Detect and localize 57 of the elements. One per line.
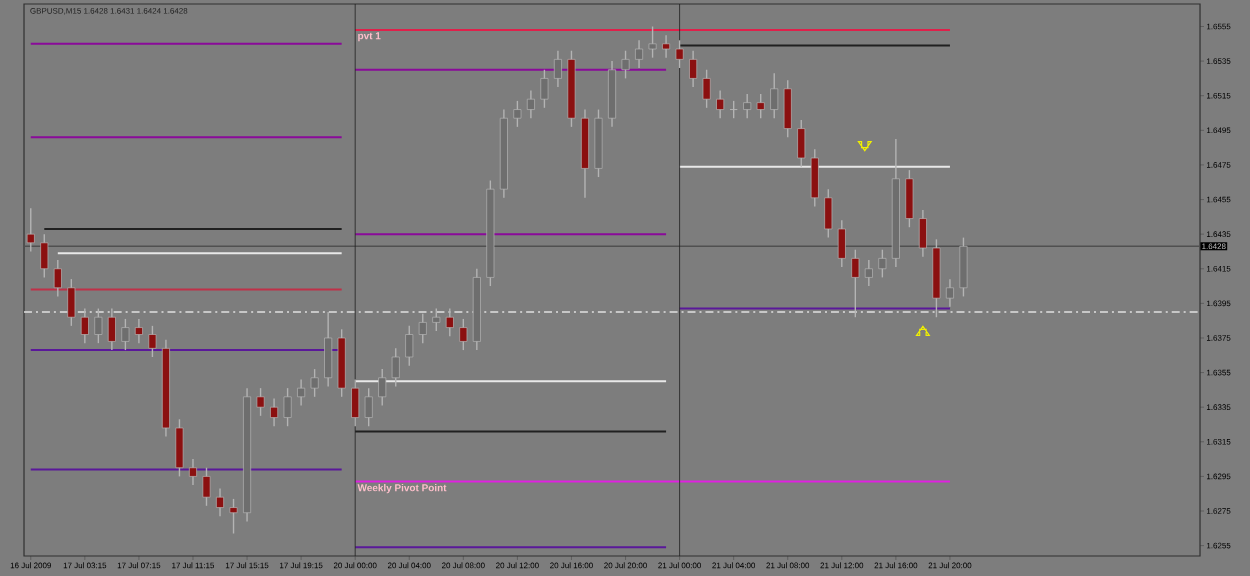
candlestick [26,207,35,253]
candlestick [959,236,968,298]
candlestick [459,318,468,351]
candlestick [53,259,62,298]
candlestick [648,25,657,59]
candlestick [324,311,333,388]
candlestick [310,368,319,398]
candlestick [918,209,927,258]
candlestick [148,325,157,358]
candlestick [40,233,49,279]
candlestick [418,313,427,344]
candlestick [837,219,846,268]
candlestick [945,278,954,308]
candlestick [716,89,725,119]
candlestick [134,318,143,344]
candlestick [675,39,684,69]
candlestick [297,378,306,407]
candlestick [67,278,76,327]
candlestick [256,387,265,417]
candlestick [702,69,711,109]
candlestick [635,39,644,69]
candlestick [770,72,779,119]
candlestick [188,458,197,486]
candlestick [391,347,400,388]
candlestick [202,467,211,507]
candlestick [662,34,671,59]
candlestick [405,325,414,367]
candlestick [621,50,630,80]
candlestick [756,93,765,119]
candlestick [351,378,360,427]
candlestick [810,148,819,208]
candlestick [121,318,130,351]
candlestick [445,307,454,337]
candlestick [878,249,887,279]
candlestick [270,397,279,427]
candlestick [216,487,225,517]
candlestick [743,93,752,119]
candlestick [175,418,184,478]
candlestick [851,249,860,318]
candlestick [432,307,441,332]
candlestick [94,307,103,344]
candlestick [864,259,873,287]
candlestick [540,69,549,109]
candlestick [526,89,535,119]
candlestick [553,50,562,88]
candlestick [107,307,116,351]
candlestick [364,387,373,427]
candlestick [797,119,806,168]
candlestick [689,50,698,88]
candlestick [905,169,914,228]
candlestick [824,188,833,239]
candlestick [283,387,292,427]
candlestick [229,498,238,535]
candlestick [513,100,522,128]
candlestick [378,368,387,407]
candlestick [80,307,89,344]
candlestick [783,79,792,138]
